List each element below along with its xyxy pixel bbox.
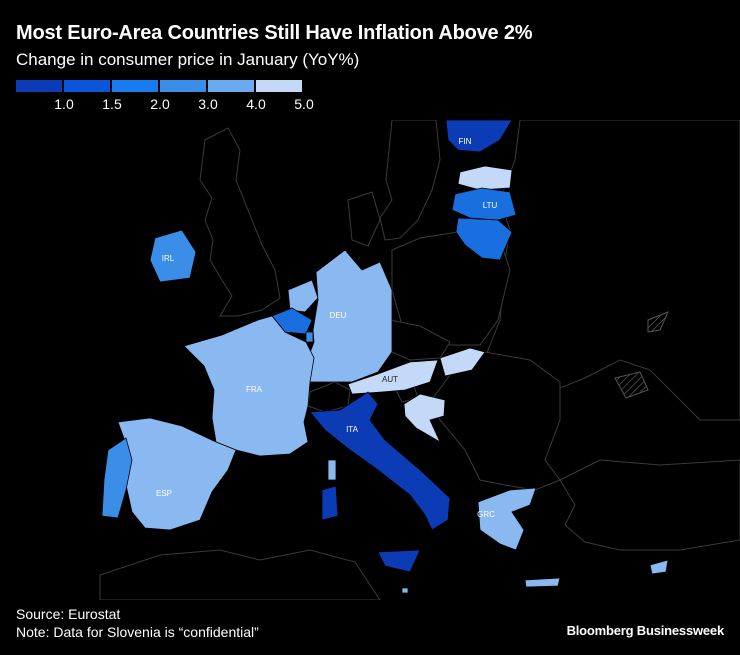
country-grc xyxy=(477,487,537,551)
hatched-area-2 xyxy=(614,371,649,399)
land-denmark xyxy=(347,191,381,247)
country-irl xyxy=(149,229,197,283)
country-fin xyxy=(445,120,513,153)
legend-color-bar xyxy=(16,80,316,92)
country-ita-sicily xyxy=(377,549,421,573)
land-balkans xyxy=(429,351,561,491)
label-fin: FIN xyxy=(459,137,472,146)
country-ita-sardinia xyxy=(321,485,339,521)
country-ltu xyxy=(455,217,513,261)
legend-swatch xyxy=(16,80,64,92)
country-nld xyxy=(287,279,319,313)
land-great-britain xyxy=(199,127,281,317)
country-ita xyxy=(309,391,451,531)
chart-title: Most Euro-Area Countries Still Have Infl… xyxy=(16,22,533,44)
footnote: Note: Data for Slovenia is “confidential… xyxy=(16,624,259,640)
legend-tick-labels: 1.0 1.5 2.0 3.0 4.0 5.0 xyxy=(16,92,316,112)
country-svk xyxy=(439,347,486,377)
brand-logo: Bloomberg Businessweek xyxy=(566,623,725,638)
label-ita: ITA xyxy=(346,425,359,434)
legend-tick-label: 1.0 xyxy=(54,96,74,112)
country-grc-crete xyxy=(524,577,561,588)
legend-tick-label: 2.0 xyxy=(150,96,170,112)
country-hrv xyxy=(403,393,446,443)
country-lux xyxy=(305,331,314,343)
label-aut: AUT xyxy=(382,375,398,384)
chart-subtitle: Change in consumer price in January (YoY… xyxy=(16,50,360,69)
country-est xyxy=(457,165,513,191)
legend-tick-label: 1.5 xyxy=(102,96,122,112)
country-cyp xyxy=(649,559,669,575)
legend-swatch xyxy=(160,80,208,92)
source-note: Source: Eurostat xyxy=(16,606,121,622)
legend-swatch xyxy=(256,80,304,92)
country-esp xyxy=(117,417,237,531)
legend-tick-label: 5.0 xyxy=(294,96,314,112)
country-prt xyxy=(101,437,133,519)
legend-tick-label: 3.0 xyxy=(198,96,218,112)
label-grc: GRC xyxy=(477,510,495,519)
land-scandinavia xyxy=(379,120,441,241)
legend-swatch xyxy=(208,80,256,92)
country-mlt xyxy=(401,587,409,594)
country-fra-corsica xyxy=(327,459,337,481)
label-deu: DEU xyxy=(330,311,347,320)
land-turkey xyxy=(559,459,740,551)
hatched-area-1 xyxy=(647,311,669,333)
legend-swatch xyxy=(64,80,112,92)
color-legend: 1.0 1.5 2.0 3.0 4.0 5.0 xyxy=(16,80,316,116)
legend-swatch xyxy=(112,80,160,92)
country-aut xyxy=(347,359,439,395)
label-irl: IRL xyxy=(162,254,175,263)
label-lva: LTU xyxy=(483,201,498,210)
country-deu xyxy=(307,249,393,383)
europe-map: FIN LTU IRL DEU FRA AUT ITA ESP GRC xyxy=(99,120,740,600)
country-fra xyxy=(183,315,315,457)
legend-tick-label: 4.0 xyxy=(246,96,266,112)
label-esp: ESP xyxy=(156,489,172,498)
land-north-africa xyxy=(99,549,381,600)
label-fra: FRA xyxy=(246,385,263,394)
country-lva xyxy=(451,187,517,221)
